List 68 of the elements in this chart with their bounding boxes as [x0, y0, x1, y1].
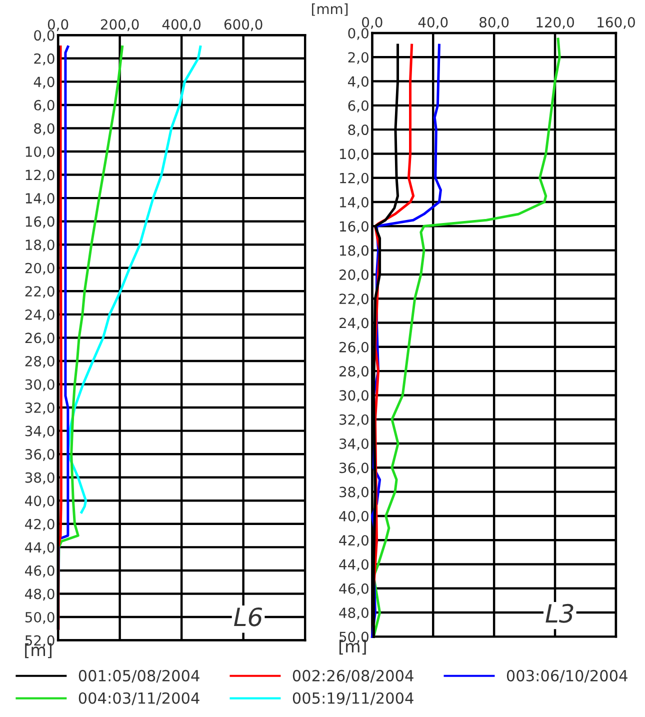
y-tick-label: 24,0: [25, 309, 54, 322]
y-tick-label: 14,0: [340, 196, 368, 209]
y-tick-label: 16,0: [340, 221, 368, 234]
y-tick-label: 46,0: [25, 565, 54, 578]
y-tick-label: 18,0: [26, 240, 54, 252]
x-tick-label: 40,0: [418, 17, 448, 29]
y-tick-label: 4,0: [348, 76, 368, 88]
y-tick-label: 24,0: [339, 318, 368, 330]
y-tick-label: 46,0: [339, 583, 368, 596]
y-tick-label: 20,0: [25, 262, 54, 275]
x-tick-label: 80,0: [480, 17, 509, 29]
y-tick-label: 20,0: [339, 269, 368, 282]
y-tick-label: 22,0: [339, 294, 368, 306]
y-tick-label: 10,0: [340, 148, 368, 161]
legend-label: 003:06/10/2004: [506, 670, 628, 683]
annotation: L6: [234, 607, 262, 626]
x-tick-label: 160,0: [598, 17, 635, 29]
x-tick-label: 120,0: [536, 17, 574, 29]
y-tick-label: 44,0: [25, 542, 54, 554]
y-tick-label: 4,0: [34, 76, 54, 89]
y-tick-label: 18,0: [340, 245, 368, 258]
x-tick-label: 600,0: [224, 19, 262, 32]
y-tick-label: 42,0: [25, 518, 54, 531]
y-tick-label: 14,0: [26, 193, 54, 205]
y-tick-label: 40,0: [25, 496, 54, 508]
y-tick-label: 34,0: [340, 438, 368, 450]
y-tick-label: 38,0: [25, 472, 54, 484]
y-tick-label: 6,0: [34, 100, 54, 112]
x-tick-label: 0,0: [48, 19, 68, 32]
y-tick-label: 6,0: [348, 100, 368, 112]
y-tick-label: 44,0: [339, 559, 368, 572]
y-tick-label: 12,0: [26, 170, 54, 182]
x-tick-label: 400,0: [162, 19, 201, 32]
x-tick-label: 200,0: [100, 19, 139, 32]
y-tick-label: 30,0: [340, 390, 368, 402]
legend-label: 002:26/08/2004: [292, 670, 414, 683]
y-tick-label: 8,0: [34, 123, 54, 136]
y-tick-label: 22,0: [25, 286, 54, 298]
legend-label: 005:19/11/2004: [292, 692, 414, 706]
y-tick-label: 26,0: [339, 342, 368, 354]
y-tick-label: 30,0: [25, 379, 54, 392]
y-tick-label: 2,0: [348, 52, 368, 64]
y-tick-label: 26,0: [25, 332, 54, 345]
legend-label: 001:05/08/2004: [78, 670, 200, 683]
y-tick-label: 36,0: [340, 462, 368, 475]
x-axis-title: [mm]: [312, 3, 348, 16]
y-tick-label: 38,0: [340, 486, 368, 499]
y-tick-label: 2,0: [34, 53, 54, 66]
y-tick-label: 28,0: [25, 356, 54, 368]
y-tick-label: 50,0: [25, 612, 54, 624]
y-tick-label: 40,0: [339, 510, 368, 523]
annotation: L3: [546, 604, 574, 623]
y-tick-label: 36,0: [25, 449, 54, 461]
y-tick-label: 28,0: [339, 366, 368, 378]
y-tick-label: 0,0: [348, 28, 368, 40]
x-tick-label: 0,0: [362, 17, 382, 29]
y-tick-label: 48,0: [25, 588, 54, 601]
legend-label: 004:03/11/2004: [78, 692, 200, 706]
y-tick-label: 32,0: [25, 402, 54, 414]
y-tick-label: 12,0: [340, 172, 368, 185]
y-tick-label: 48,0: [339, 608, 368, 620]
y-tick-label: 0,0: [34, 30, 54, 42]
y-tick-label: 42,0: [339, 535, 368, 547]
y-tick-label: 32,0: [340, 414, 368, 426]
y-tick-label: 34,0: [25, 426, 54, 438]
y-tick-label: 10,0: [26, 146, 54, 158]
y-tick-label: 8,0: [348, 124, 368, 136]
y-tick-label: 16,0: [26, 216, 54, 228]
